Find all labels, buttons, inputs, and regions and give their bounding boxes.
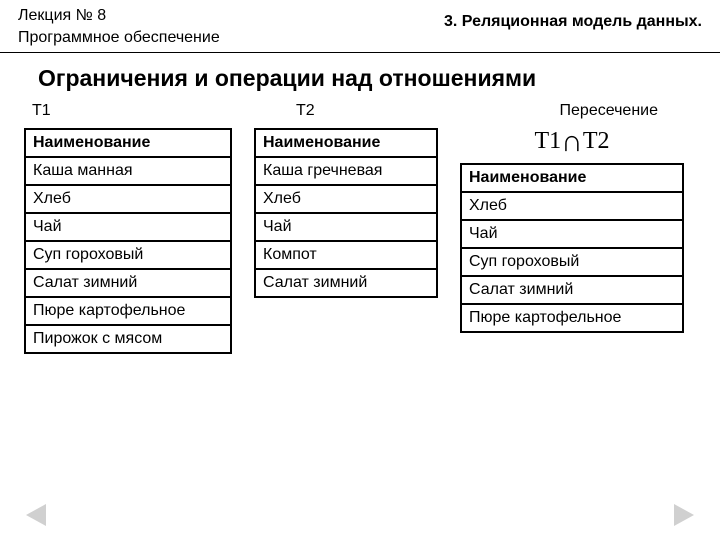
table-row: Суп гороховый (462, 249, 682, 277)
t1-table: Наименование Каша манная Хлеб Чай Суп го… (24, 128, 232, 354)
t2-table: Наименование Каша гречневая Хлеб Чай Ком… (254, 128, 438, 298)
table-row: Пюре картофельное (462, 305, 682, 331)
header-left: Лекция № 8 Программное обеспечение (18, 5, 220, 48)
next-arrow-icon[interactable] (674, 504, 694, 526)
table-row: Чай (256, 214, 436, 242)
column-t2: Т2 Наименование Каша гречневая Хлеб Чай … (254, 100, 438, 354)
t2-label: Т2 (254, 100, 438, 126)
slide-title: Ограничения и операции над отношениями (0, 53, 720, 100)
table-row: Салат зимний (462, 277, 682, 305)
table-row: Салат зимний (256, 270, 436, 296)
formula-right: Т2 (583, 128, 610, 154)
content-area: Т1 Наименование Каша манная Хлеб Чай Суп… (0, 100, 720, 354)
table-row: Компот (256, 242, 436, 270)
slide-header: Лекция № 8 Программное обеспечение 3. Ре… (0, 0, 720, 53)
intersection-table: Наименование Хлеб Чай Суп гороховый Сала… (460, 163, 684, 333)
table-row: Пирожок с мясом (26, 326, 230, 352)
column-t1: Т1 Наименование Каша манная Хлеб Чай Суп… (24, 100, 232, 354)
section-title: 3. Реляционная модель данных. (444, 5, 702, 48)
column-intersection: Пересечение Т1∩Т2 Наименование Хлеб Чай … (460, 100, 684, 354)
t2-header: Наименование (256, 130, 436, 158)
formula-left: Т1 (534, 128, 561, 154)
intersection-formula: Т1∩Т2 (460, 126, 684, 163)
intersection-header: Наименование (462, 165, 682, 193)
table-row: Хлеб (26, 186, 230, 214)
t1-label: Т1 (24, 100, 232, 126)
intersection-label: Пересечение (460, 100, 684, 126)
lecture-subtitle: Программное обеспечение (18, 27, 220, 49)
lecture-number: Лекция № 8 (18, 5, 220, 27)
table-row: Салат зимний (26, 270, 230, 298)
t1-header: Наименование (26, 130, 230, 158)
table-row: Каша манная (26, 158, 230, 186)
table-row: Хлеб (462, 193, 682, 221)
table-row: Чай (26, 214, 230, 242)
intersection-symbol: ∩ (561, 125, 583, 158)
table-row: Суп гороховый (26, 242, 230, 270)
table-row: Каша гречневая (256, 158, 436, 186)
table-row: Чай (462, 221, 682, 249)
nav-arrows (0, 504, 720, 526)
table-row: Хлеб (256, 186, 436, 214)
prev-arrow-icon[interactable] (26, 504, 46, 526)
table-row: Пюре картофельное (26, 298, 230, 326)
